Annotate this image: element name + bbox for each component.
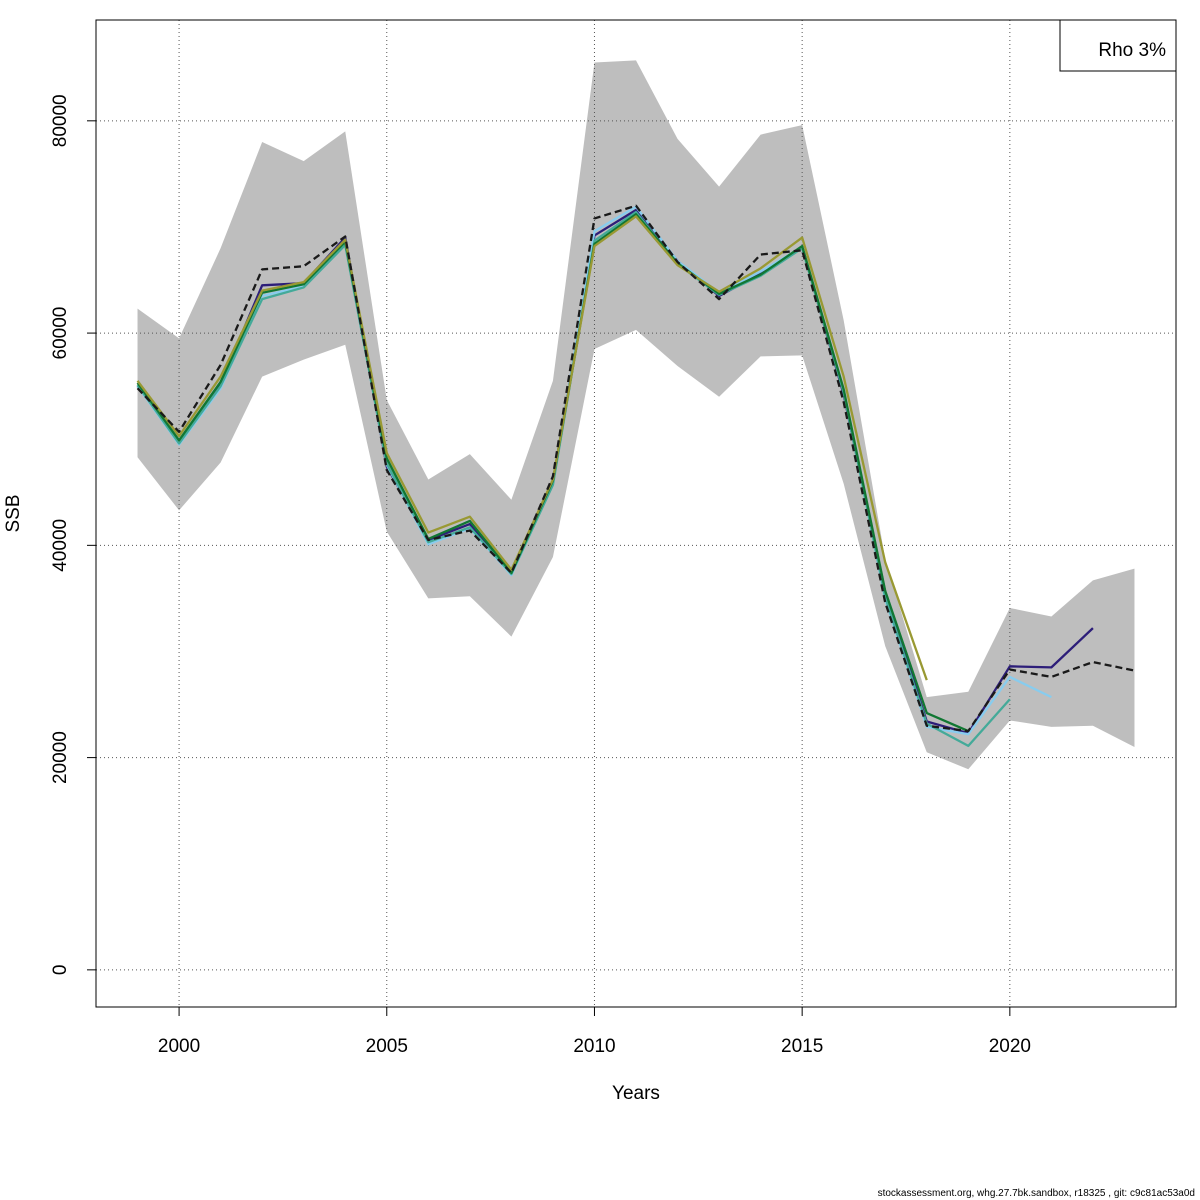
footer-credit: stockassessment.org, whg.27.7bk.sandbox,… [878, 1188, 1195, 1199]
plot-frame [95, 19, 1177, 1008]
y-axis-title: SSB [3, 494, 24, 532]
grid-layer [96, 20, 1176, 1007]
axes-layer: 2000 2005 2010 2015 2020 0 20000 40000 60000 8000… [50, 19, 1177, 1057]
legend-rho-text: Rho 3% [1098, 40, 1166, 61]
series-line-6 [136, 204, 1135, 733]
x-tick-label: 2010 [573, 1036, 615, 1057]
y-tick-label: 40000 [50, 519, 71, 572]
legend-box [1059, 19, 1177, 72]
legend: Rho 3% [1059, 19, 1177, 72]
y-tick-label: 20000 [50, 731, 71, 784]
x-tick-label: 2005 [366, 1036, 408, 1057]
y-tick-label: 0 [50, 965, 71, 976]
x-tick-label: 2020 [989, 1036, 1031, 1057]
x-axis-title: Years [612, 1083, 660, 1104]
x-tick-label: 2000 [158, 1036, 200, 1057]
x-tick-label: 2015 [781, 1036, 823, 1057]
series-layer [136, 204, 1135, 748]
y-tick-label: 60000 [50, 307, 71, 360]
y-tick-label: 80000 [50, 94, 71, 147]
